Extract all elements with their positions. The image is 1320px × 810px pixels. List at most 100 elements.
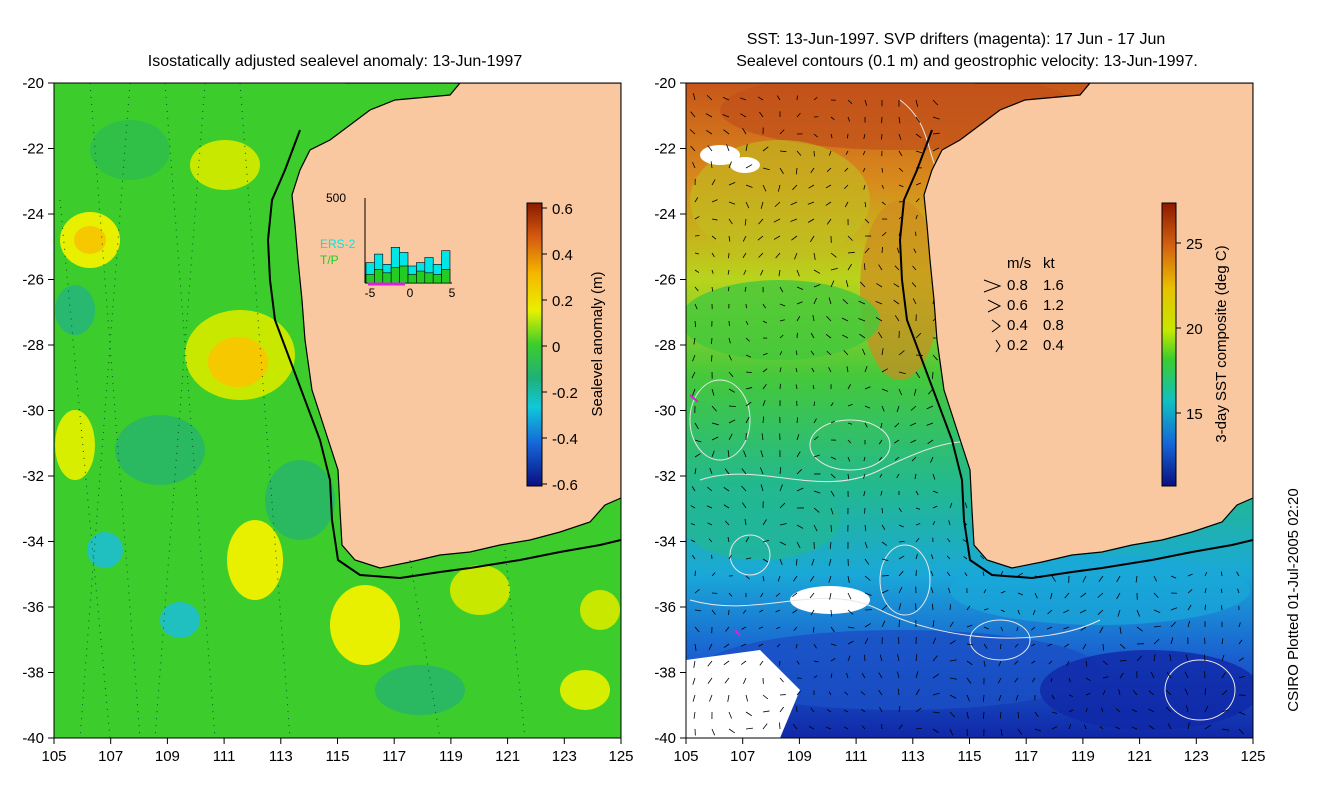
y-tick-label: -24: [654, 206, 676, 223]
velocity-arrow: [830, 280, 835, 288]
inset-bar-tp: [374, 269, 384, 284]
x-tick-label: 111: [845, 748, 868, 765]
x-tick-label: 117: [382, 748, 406, 765]
velocity-arrow: [796, 301, 803, 305]
y-tick-label: -22: [22, 141, 44, 158]
y-tick-label: -22: [654, 141, 676, 158]
velocity-arrow: [727, 269, 730, 275]
velocity-arrow: [796, 269, 800, 277]
velocity-arrow: [911, 456, 917, 462]
velocity-legend: m/s kt 0.8 1.6 0.6 1.2 0.4 0.8 0.2 0.4: [983, 255, 1064, 354]
sla-anomaly-field: [55, 120, 620, 715]
velocity-arrow: [742, 127, 747, 135]
velocity-arrow: [844, 691, 849, 696]
velocity-arrow: [864, 623, 872, 628]
velocity-arrow: [808, 726, 815, 730]
velocity-arrow: [1051, 726, 1058, 730]
velocity-arrow: [847, 456, 851, 462]
velocity-arrow: [930, 456, 934, 463]
velocity-arrow: [711, 422, 719, 426]
velocity-arrow: [830, 252, 837, 258]
cloud-gaps: [686, 145, 870, 738]
velocity-arrow: [745, 303, 747, 309]
velocity-arrow: [728, 554, 732, 560]
velocity-arrow: [915, 654, 918, 662]
velocity-arrow: [758, 626, 764, 629]
velocity-arrow: [864, 541, 868, 549]
velocity-arrow: [864, 524, 867, 532]
velocity-arrow: [796, 690, 801, 696]
velocity-arrow: [745, 184, 753, 188]
y-tick-label: -40: [654, 730, 676, 747]
velocity-arrow: [779, 558, 783, 565]
plot-credit: CSIRO Plotted 01-Jul-2005 02:20: [1285, 488, 1302, 711]
velocity-arrow: [813, 643, 817, 649]
velocity-arrow: [910, 439, 917, 444]
right-panel-title-line2: Sealevel contours (0.1 m) and geostrophi…: [736, 53, 1198, 70]
velocity-arrow: [1204, 588, 1207, 594]
altimeter-count-inset: 500 -5 0 5 ERS-2 T/P: [320, 191, 456, 300]
inset-x-tick-max: 5: [449, 286, 456, 300]
velocity-arrow: [813, 284, 821, 288]
x-tick-label: 121: [495, 748, 520, 765]
velocity-arrow: [723, 486, 730, 492]
velocity-arrow: [745, 557, 752, 560]
velocity-arrow: [881, 246, 884, 254]
velocity-arrow: [966, 694, 971, 702]
velocity-arrow: [932, 354, 938, 361]
velocity-arrow: [915, 133, 922, 139]
velocity-arrow: [728, 161, 732, 169]
velocity-arrow: [926, 422, 934, 426]
velocity-arrow: [864, 592, 872, 596]
x-tick-label: 109: [155, 748, 180, 765]
velocity-arrow: [845, 150, 849, 155]
velocity-arrow: [1017, 592, 1024, 596]
velocity-arrow: [796, 150, 802, 156]
velocity-arrow: [894, 315, 900, 322]
velocity-arrow: [1238, 622, 1241, 628]
velocity-arrow: [966, 660, 973, 666]
velocity-arrow: [1082, 643, 1087, 650]
velocity-arrow: [847, 422, 853, 425]
velocity-arrow: [1119, 672, 1124, 679]
velocity-arrow: [915, 689, 920, 696]
velocity-arrow: [796, 541, 801, 549]
velocity-arrow: [740, 113, 747, 118]
velocity-arrow: [779, 367, 782, 373]
left-y-axis: -20 -22 -24 -26 -28 -30 -32 -34 -36 -38 -40: [22, 75, 54, 747]
velocity-arrow: [692, 354, 696, 362]
velocity-arrow: [862, 167, 866, 172]
velocity-arrow: [796, 113, 801, 118]
velocity-arrow: [881, 232, 887, 237]
velocity-arrow: [915, 99, 919, 107]
velocity-arrow: [932, 473, 936, 480]
velocity-arrow: [983, 626, 989, 630]
velocity-arrow: [828, 297, 832, 305]
right-x-axis: 105 107 109 111 113 115 117 119 121 123 125: [673, 738, 1266, 765]
velocity-arrow: [847, 116, 851, 122]
velocity-arrow: [722, 114, 730, 118]
y-tick-label: -34: [22, 534, 44, 551]
velocity-arrow: [898, 603, 902, 611]
velocity-arrow: [1204, 724, 1211, 730]
velocity-arrow: [813, 269, 821, 274]
velocity-arrow: [1017, 572, 1024, 577]
velocity-arrow: [864, 365, 868, 373]
velocity-arrow: [744, 286, 747, 292]
velocity-arrow: [826, 350, 832, 356]
velocity-arrow: [1238, 639, 1243, 645]
velocity-arrow: [779, 660, 781, 666]
velocity-arrow: [913, 388, 917, 396]
velocity-arrow: [948, 520, 951, 526]
velocity-arrow: [741, 626, 747, 630]
velocity-arrow: [893, 283, 900, 288]
velocity-arrow: [864, 575, 871, 581]
velocity-arrow: [843, 350, 849, 356]
velocity-arrow: [1046, 626, 1053, 630]
velocity-arrow: [694, 422, 699, 430]
velocity-arrow: [1187, 722, 1190, 730]
velocity-arrow: [694, 609, 702, 612]
velocity-arrow: [932, 132, 940, 135]
velocity-arrow: [745, 164, 753, 169]
velocity-arrow: [760, 201, 764, 209]
